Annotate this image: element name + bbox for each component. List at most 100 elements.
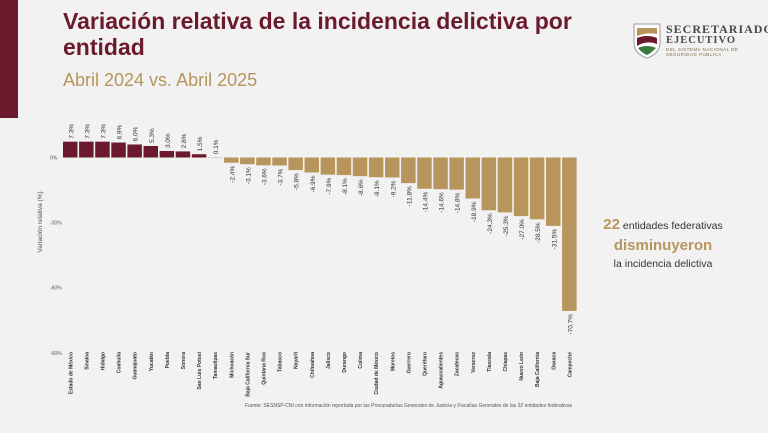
- bar: [401, 157, 416, 184]
- bar: [240, 157, 255, 165]
- category-label: San Luis Potosí: [197, 351, 203, 389]
- category-label: Tlaxcala: [487, 352, 493, 372]
- data-label: -28.5%: [535, 222, 542, 243]
- data-label: 6.0%: [133, 126, 140, 141]
- category-label: Ciudad de México: [374, 352, 380, 395]
- data-label: -14.8%: [455, 192, 462, 213]
- bar: [272, 157, 287, 166]
- category-label: Sinaloa: [84, 352, 90, 370]
- data-label: 2.8%: [181, 133, 188, 148]
- bar: [417, 157, 432, 189]
- bar: [159, 150, 175, 158]
- bar: [224, 157, 239, 163]
- page-subtitle: Abril 2024 vs. Abril 2025: [63, 70, 258, 90]
- bar: [465, 157, 480, 199]
- summary-annotation: 22 entidades federativas disminuyeron la…: [588, 216, 738, 270]
- category-label: Morelos: [390, 352, 396, 371]
- category-label: Zacatecas: [455, 352, 461, 376]
- bar: [562, 157, 577, 311]
- annotation-line2: disminuyeron: [613, 237, 713, 254]
- category-label: Estado de México: [68, 352, 74, 394]
- page-title: Variación relativa de la incidencia deli…: [63, 8, 572, 60]
- category-label: Coahuila: [117, 352, 123, 373]
- source-note: Fuente: SESNSP-CNI con información repor…: [245, 403, 573, 409]
- category-label: Michoacán: [229, 352, 235, 378]
- y-tick-label: -30%: [50, 221, 62, 227]
- bar: [546, 157, 561, 226]
- data-label: -18.9%: [471, 201, 478, 222]
- bar: [352, 157, 368, 177]
- category-label: Oaxaca: [551, 352, 557, 370]
- data-label: 0.1%: [213, 139, 220, 154]
- data-label: -9.1%: [374, 180, 381, 197]
- data-label: -7.9%: [326, 177, 333, 194]
- bar: [449, 157, 464, 190]
- category-label: Hidalgo: [100, 352, 106, 370]
- bar: [529, 157, 545, 220]
- bar: [127, 144, 142, 158]
- bar: [336, 157, 352, 176]
- logo-text-line2: EJECUTIVO: [666, 35, 737, 46]
- logo-text-line1: SECRETARIADO: [666, 22, 768, 36]
- data-label: 7.3%: [68, 124, 75, 139]
- category-label: Puebla: [165, 352, 171, 369]
- logo-text-line3: DEL SISTEMA NACIONAL DE SEGURIDAD PÚBLIC…: [666, 47, 739, 57]
- data-label: -3.7%: [278, 168, 285, 185]
- data-label: 1.5%: [197, 136, 204, 151]
- bar: [256, 157, 271, 166]
- category-label: Quintana Roo: [261, 352, 267, 385]
- bar: [385, 157, 400, 178]
- y-tick-label: -60%: [50, 286, 62, 292]
- side-accent-bar: [0, 0, 18, 118]
- category-label: Colima: [358, 352, 364, 369]
- category-label: Chihuahua: [310, 352, 316, 378]
- data-label: -27.0%: [519, 219, 526, 240]
- bar: [111, 142, 126, 158]
- bar: [320, 157, 336, 175]
- bar: [175, 151, 191, 158]
- bar: [433, 157, 448, 190]
- data-label: -70.7%: [567, 314, 574, 335]
- category-label: Nayarit: [294, 352, 300, 369]
- y-tick-label: 0%: [50, 156, 58, 162]
- data-label: -2.4%: [229, 165, 236, 182]
- data-label: -14.4%: [422, 192, 429, 213]
- bar: [481, 157, 497, 211]
- bar: [368, 157, 384, 178]
- bar: [288, 157, 303, 171]
- data-label: 7.3%: [84, 124, 91, 139]
- data-label: 5.3%: [149, 128, 156, 143]
- data-label: -6.9%: [310, 175, 317, 192]
- category-label: Tamaulipas: [213, 352, 219, 379]
- annotation-line3: la incidencia delictiva: [613, 258, 713, 270]
- category-label: Nuevo León: [519, 352, 525, 381]
- y-tick-label: -90%: [50, 351, 62, 357]
- bar: [513, 157, 529, 217]
- category-label: Durango: [342, 352, 348, 373]
- annotation-line1: entidades federativas: [622, 220, 723, 232]
- data-label: -25.3%: [503, 215, 510, 236]
- data-label: -8.6%: [358, 179, 365, 196]
- bar: [143, 145, 158, 158]
- data-label: 7.3%: [100, 124, 107, 139]
- category-label: Tabasco: [278, 352, 284, 372]
- bar: [95, 141, 110, 158]
- data-label: -3.1%: [245, 167, 252, 184]
- data-label: -14.6%: [439, 192, 446, 213]
- category-label: Sonora: [181, 352, 187, 369]
- bar: [207, 157, 223, 159]
- data-label: -9.2%: [390, 180, 397, 197]
- category-label: Guanajuato: [133, 352, 139, 380]
- category-label: Baja California: [535, 352, 541, 387]
- data-label: -31.5%: [551, 229, 558, 250]
- data-label: -3.6%: [261, 168, 268, 185]
- category-label: Querétaro: [422, 352, 428, 376]
- annotation-count: 22: [603, 216, 620, 233]
- category-label: Guerrero: [406, 352, 412, 373]
- category-label: Baja California Sur: [245, 352, 251, 397]
- bar: [497, 157, 513, 213]
- category-label: Jalisco: [326, 352, 332, 369]
- bar: [63, 141, 78, 158]
- category-label: Chiapas: [503, 352, 509, 372]
